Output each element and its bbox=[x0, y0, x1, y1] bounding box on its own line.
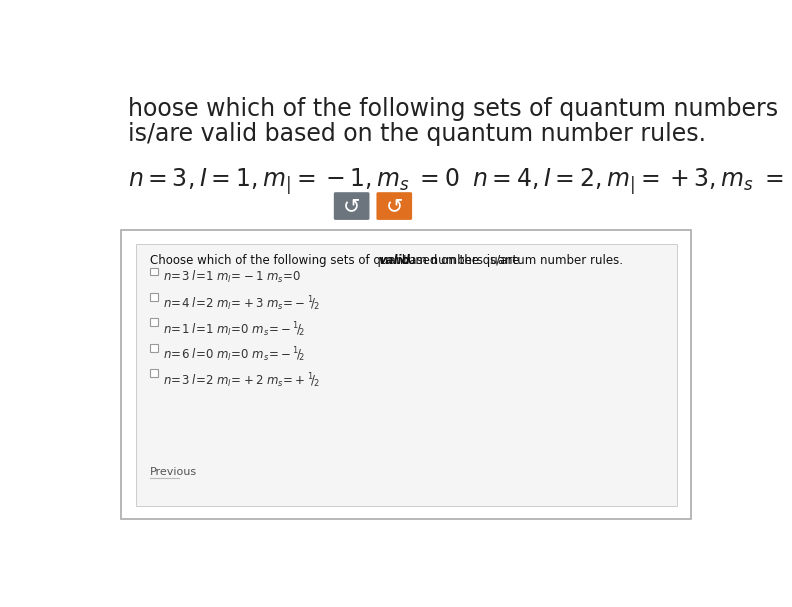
Text: valid: valid bbox=[378, 254, 410, 267]
FancyBboxPatch shape bbox=[376, 192, 412, 220]
Bar bbox=[136, 244, 677, 506]
Text: $n = 3, I = 1, m_{|} = -1, m_{s} \;= 0\;\; n = 4, I = 2, m_{|} = +3, m_{s} \;= -: $n = 3, I = 1, m_{|} = -1, m_{s} \;= 0\;… bbox=[128, 157, 792, 204]
Text: $n\!=\!6\; l\!=\!0\; m_l\!=\!0\; m_s\!=\!-{}^1\!/\!{}_2$: $n\!=\!6\; l\!=\!0\; m_l\!=\!0\; m_s\!=\… bbox=[162, 345, 305, 364]
Bar bbox=[150, 344, 158, 351]
Text: hoose which of the following sets of quantum numbers: hoose which of the following sets of qua… bbox=[128, 98, 779, 121]
Bar bbox=[150, 319, 158, 326]
Text: Choose which of the following sets of quantum numbers is/are: Choose which of the following sets of qu… bbox=[150, 254, 524, 267]
Bar bbox=[150, 268, 158, 276]
Text: $n\!=\!3\; l\!=\!1\; m_l\!=\!-1\; m_s\!=\!0$: $n\!=\!3\; l\!=\!1\; m_l\!=\!-1\; m_s\!=… bbox=[162, 269, 301, 285]
Text: is/are valid based on the quantum number rules.: is/are valid based on the quantum number… bbox=[128, 122, 706, 146]
Bar bbox=[150, 369, 158, 377]
Text: $n\!=\!3\; l\!=\!2\; m_l\!=\!+2\; m_s\!=\!+{}^1\!/\!{}_2$: $n\!=\!3\; l\!=\!2\; m_l\!=\!+2\; m_s\!=… bbox=[162, 371, 319, 390]
Text: $n\!=\!4\; l\!=\!2\; m_l\!=\!+3\; m_s\!=\!-{}^1\!/\!{}_2$: $n\!=\!4\; l\!=\!2\; m_l\!=\!+3\; m_s\!=… bbox=[162, 294, 319, 313]
Text: Previous: Previous bbox=[150, 467, 197, 477]
Text: ↺: ↺ bbox=[386, 196, 403, 216]
Text: ↺: ↺ bbox=[343, 196, 360, 216]
Bar bbox=[120, 230, 691, 518]
FancyBboxPatch shape bbox=[333, 192, 370, 220]
Text: $n\!=\!1\; l\!=\!1\; m_l\!=\!0\; m_s\!=\!-{}^1\!/\!{}_2$: $n\!=\!1\; l\!=\!1\; m_l\!=\!0\; m_s\!=\… bbox=[162, 320, 305, 339]
Text: based on the quantum number rules.: based on the quantum number rules. bbox=[398, 254, 623, 267]
Bar bbox=[150, 293, 158, 300]
